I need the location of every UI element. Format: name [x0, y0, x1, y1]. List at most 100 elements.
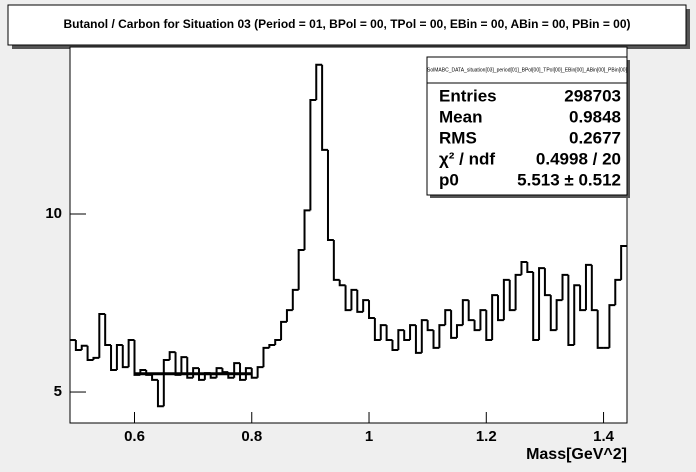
- histogram-bin: [567, 274, 575, 347]
- histogram-bin: [115, 344, 123, 370]
- chart-title: Butanol / Carbon for Situation 03 (Perio…: [63, 17, 630, 31]
- x-tick-label: 0.8: [241, 428, 262, 445]
- histogram-bin: [332, 239, 340, 281]
- stats-label: p0: [439, 170, 459, 189]
- histogram-bin: [526, 262, 534, 274]
- histogram-bin: [438, 324, 446, 348]
- histogram-bin: [262, 346, 270, 368]
- stats-label: RMS: [439, 128, 477, 147]
- histogram-bin: [303, 209, 311, 250]
- stats-value: 0.4998 / 20: [536, 149, 621, 168]
- histogram-bin: [98, 313, 106, 358]
- stats-value: 0.9848: [569, 107, 621, 126]
- histogram-bin: [86, 345, 94, 361]
- histogram-bin: [104, 314, 112, 347]
- histogram-bin: [180, 356, 188, 375]
- histogram-bin: [156, 379, 164, 408]
- histogram-bin: [344, 285, 352, 312]
- histogram-bin: [385, 325, 393, 342]
- histogram-bin: [444, 309, 452, 326]
- histogram-bin: [373, 317, 381, 342]
- histogram-bin: [197, 368, 205, 381]
- histogram-bin: [491, 294, 499, 341]
- histogram-bin: [397, 329, 405, 351]
- histogram-bin: [426, 320, 434, 332]
- stats-label: Entries: [439, 86, 497, 105]
- histogram-bin: [532, 272, 540, 342]
- histogram-bin: [338, 279, 346, 287]
- histogram-bin: [520, 261, 528, 275]
- histogram-bin: [514, 273, 522, 311]
- histogram-bin: [614, 278, 622, 306]
- histogram-bin: [162, 358, 170, 407]
- y-tick-label: 5: [54, 383, 62, 400]
- histogram-bin: [92, 356, 100, 360]
- histogram-bin: [151, 374, 158, 381]
- histogram-bin: [502, 278, 510, 321]
- histogram-bin: [256, 366, 264, 378]
- stats-box: [426, 56, 628, 196]
- histogram-bin: [432, 330, 440, 349]
- histogram-bin: [268, 344, 276, 348]
- histogram-bin: [561, 273, 569, 301]
- histogram-bin: [221, 368, 229, 374]
- stats-value: 0.2677: [569, 128, 621, 147]
- histogram-bin: [555, 299, 563, 331]
- histogram-bin: [362, 299, 370, 312]
- histogram-bin: [168, 351, 176, 360]
- histogram-bin: [479, 309, 487, 331]
- histogram-bin: [596, 310, 604, 349]
- histogram-bin: [473, 320, 481, 332]
- histogram-bin: [80, 344, 88, 351]
- histogram-bin: [467, 300, 475, 322]
- stats-label: χ² / ndf: [439, 149, 495, 168]
- histogram-bin: [250, 368, 258, 379]
- histogram-bin: [110, 345, 117, 371]
- histogram-bin: [297, 248, 305, 290]
- histogram-bin: [379, 324, 387, 341]
- histogram-bin: [356, 289, 364, 313]
- histogram-bin: [573, 284, 581, 346]
- stats-value: 298703: [564, 86, 621, 105]
- x-tick-label: 0.6: [124, 428, 145, 445]
- histogram-bin: [461, 299, 469, 326]
- histogram-bin: [584, 263, 592, 311]
- histogram-bin: [403, 330, 411, 342]
- histogram-bin: [538, 267, 545, 341]
- histogram-bin: [414, 325, 422, 354]
- histogram-bin: [315, 63, 323, 101]
- histogram-bin: [450, 310, 457, 339]
- histogram-bin: [280, 320, 287, 341]
- histogram-bin: [74, 340, 82, 352]
- x-tick-label: 1: [365, 428, 373, 445]
- x-axis-title: Mass[GeV^2]: [526, 446, 627, 463]
- histogram-bin: [309, 99, 317, 211]
- histogram-bin: [285, 309, 293, 322]
- stats-title: SolMABC_DATA_situation[03]_period[01]_BP…: [427, 67, 628, 73]
- histogram-bin: [409, 324, 416, 341]
- histogram-bin: [543, 268, 551, 297]
- histogram-bin: [274, 339, 282, 346]
- histogram-bin: [368, 300, 375, 319]
- histogram-bin: [485, 310, 493, 342]
- title-box: [7, 4, 687, 46]
- histogram-bin: [579, 285, 586, 312]
- stats-value: 5.513 ± 0.512: [517, 170, 621, 189]
- histogram-bin: [326, 149, 334, 241]
- histogram-bin: [608, 304, 616, 348]
- histogram-bin: [497, 295, 504, 322]
- y-tick-label: 10: [45, 205, 62, 222]
- histogram-bin: [244, 367, 252, 380]
- x-tick-label: 1.2: [476, 428, 497, 445]
- histogram-bin: [239, 363, 246, 381]
- histogram-bin: [391, 340, 399, 352]
- histogram-bin: [127, 339, 135, 368]
- histogram-bin: [121, 345, 129, 369]
- histogram-bin: [291, 288, 299, 311]
- histogram-bin: [350, 288, 358, 311]
- histogram-bin: [420, 319, 428, 353]
- histogram-bin: [455, 324, 463, 338]
- histogram-bin: [186, 357, 194, 379]
- histogram-bin: [508, 279, 516, 312]
